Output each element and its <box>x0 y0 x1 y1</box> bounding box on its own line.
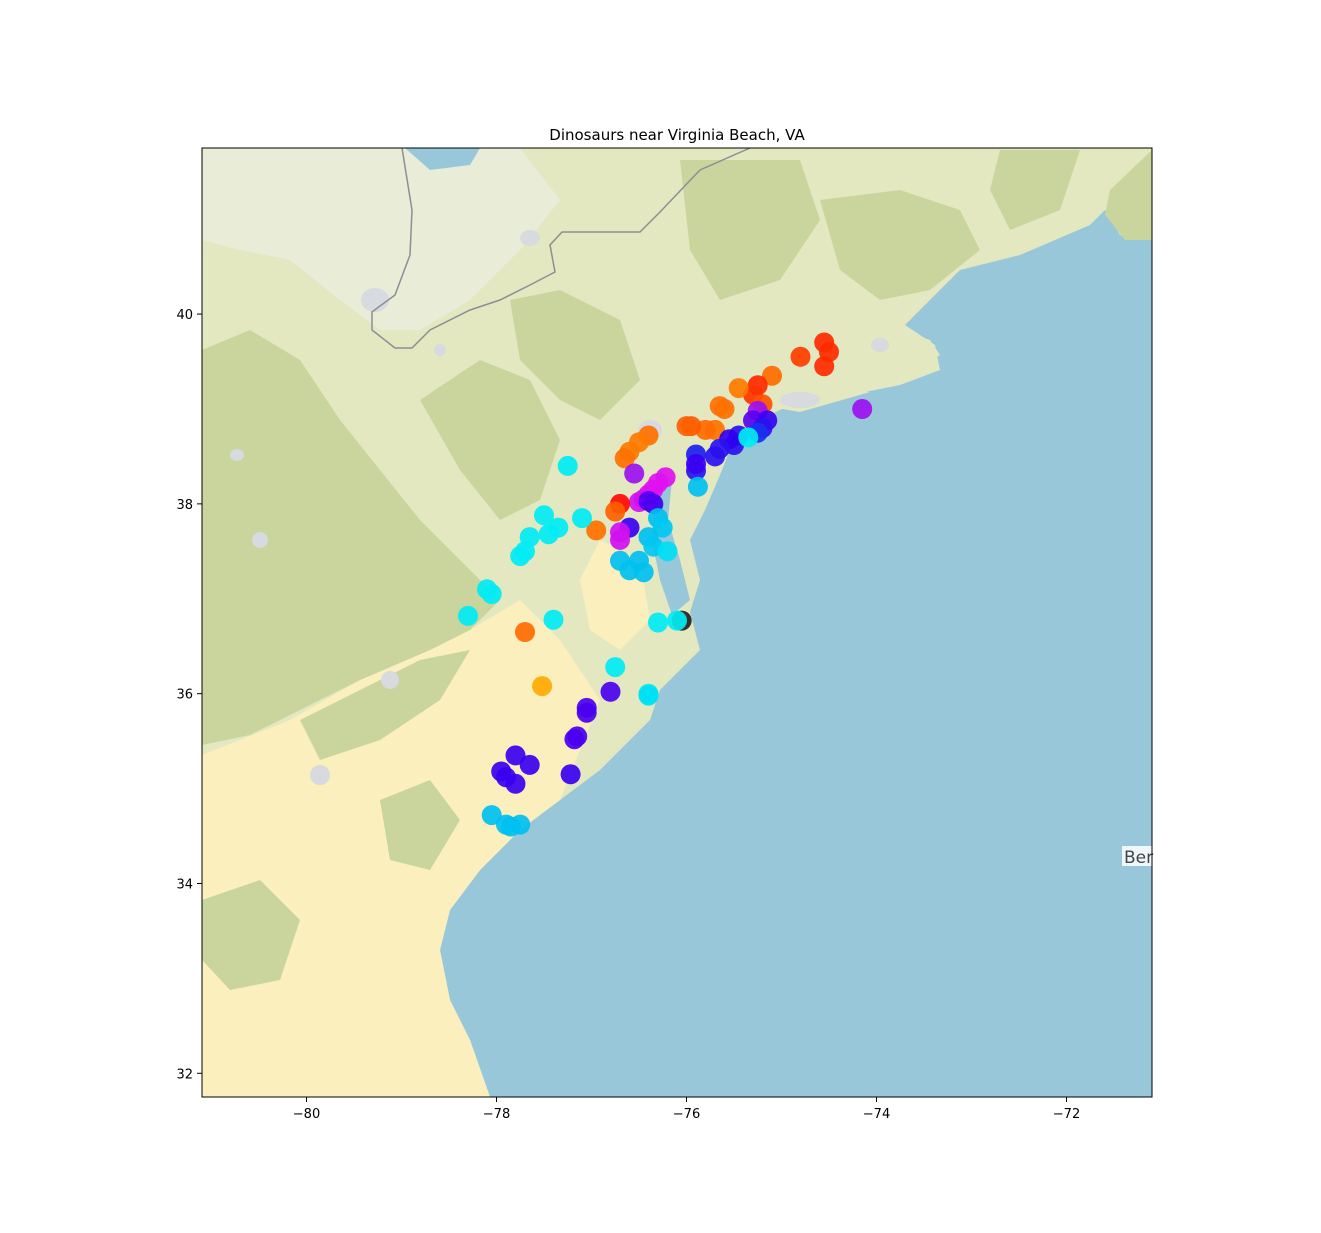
y-tick-label: 40 <box>176 308 193 323</box>
data-point-81 <box>576 702 597 723</box>
ridge-forest-5 <box>680 160 820 300</box>
lake-ontario-edge <box>405 148 480 170</box>
x-tick-label: −80 <box>293 1107 320 1122</box>
axes-frame <box>201 147 1153 1098</box>
data-point-15 <box>676 416 697 437</box>
data-point-61 <box>572 508 592 529</box>
data-point-60 <box>557 455 578 476</box>
data-point-4 <box>790 346 811 367</box>
y-tick-label: 34 <box>176 877 193 892</box>
data-point-72 <box>648 612 668 633</box>
data-point-73 <box>667 610 687 631</box>
data-point-17 <box>852 399 873 419</box>
data-point-11 <box>709 396 730 417</box>
ridge-forest-8 <box>380 780 460 870</box>
border-line <box>371 148 751 349</box>
data-point-5 <box>762 365 782 386</box>
bermuda-label: Ber <box>1124 848 1153 868</box>
data-point-52 <box>652 517 673 538</box>
data-point-79 <box>600 681 621 702</box>
chart-title: Dinosaurs near Virginia Beach, VA <box>549 126 805 144</box>
x-tick-label: −74 <box>863 1107 890 1122</box>
x-tick-label: −78 <box>483 1107 510 1122</box>
ridge-forest-3 <box>420 360 560 520</box>
ridge-forest-2 <box>300 650 470 760</box>
data-point-93 <box>510 814 531 835</box>
map-label-bg <box>1122 846 1152 866</box>
x-tick-label: −72 <box>1053 1107 1080 1122</box>
y-axis: 32 34 36 38 40 <box>176 308 202 1082</box>
data-point-26 <box>709 438 730 459</box>
nova-scotia <box>1105 150 1152 240</box>
data-points <box>458 332 873 837</box>
data-point-29 <box>686 454 706 474</box>
ridge-forest-4 <box>510 290 640 420</box>
data-point-30 <box>738 427 759 448</box>
ridge-forest-7 <box>990 150 1080 230</box>
ridge-forest-9 <box>202 880 300 990</box>
y-tick-label: 36 <box>176 688 193 703</box>
data-point-31 <box>687 476 708 497</box>
data-point-46 <box>605 501 626 522</box>
data-point-64 <box>538 524 559 545</box>
data-point-71 <box>543 609 564 630</box>
data-point-76 <box>638 685 659 706</box>
data-point-89 <box>560 764 581 785</box>
map-label-group: Ber <box>1122 846 1153 868</box>
data-point-77 <box>515 622 535 642</box>
ridge-forest-6 <box>820 190 980 300</box>
data-point-3 <box>814 356 835 377</box>
data-point-9 <box>728 378 749 399</box>
northern-highland <box>202 148 560 330</box>
data-point-36 <box>624 463 645 484</box>
data-point-74 <box>605 657 626 678</box>
appalachian-forest <box>202 330 500 745</box>
data-point-85 <box>519 754 540 775</box>
data-point-44 <box>638 491 659 511</box>
data-point-70 <box>458 605 478 626</box>
data-point-69 <box>481 584 502 604</box>
y-tick-label: 32 <box>176 1067 193 1082</box>
y-tick-label: 38 <box>176 498 193 513</box>
data-point-49 <box>610 529 630 550</box>
data-point-84 <box>505 745 526 766</box>
data-point-55 <box>657 541 678 562</box>
data-point-62 <box>534 505 554 526</box>
data-point-78 <box>532 676 553 697</box>
cape-cod <box>900 330 940 365</box>
data-point-90 <box>481 805 502 826</box>
data-point-59 <box>633 562 654 583</box>
x-tick-label: −76 <box>673 1107 700 1122</box>
data-point-67 <box>510 546 531 567</box>
data-point-35 <box>614 448 635 469</box>
data-point-88 <box>505 773 526 794</box>
x-axis: −80 −78 −76 −74 −72 <box>293 1097 1080 1122</box>
data-point-83 <box>564 729 585 750</box>
data-point-50 <box>586 520 607 541</box>
